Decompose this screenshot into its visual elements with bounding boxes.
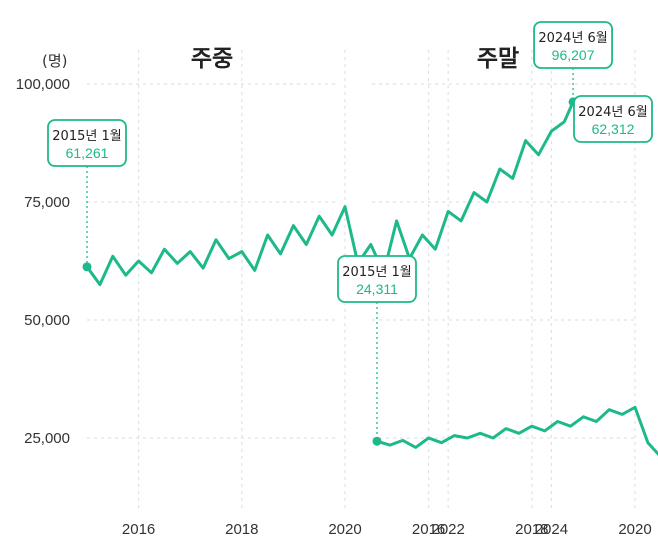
annotation-value-label: 96,207 <box>552 47 595 63</box>
y-tick-label: 50,000 <box>24 312 70 329</box>
annotation-value-label: 24,311 <box>356 281 398 297</box>
x-tick-label: 2020 <box>618 521 651 538</box>
annotation-date-label: 2015년 1월 <box>52 129 121 144</box>
annotation-box <box>533 21 613 69</box>
x-tick-label: 2018 <box>515 521 548 538</box>
weekday-series-line <box>85 100 575 287</box>
annotation-date-label: 2015년 1월 <box>342 265 411 280</box>
annotation-value-label: 62,312 <box>592 121 635 137</box>
weekday-panel-title: 주중 <box>191 46 233 72</box>
annotation-point-marker <box>82 262 92 272</box>
annotation-value-label: 61,261 <box>66 145 109 161</box>
annotation-box <box>573 95 653 143</box>
y-tick-label: 100,000 <box>16 76 70 93</box>
y-tick-label: 75,000 <box>24 194 70 211</box>
annotation-date-label: 2024년 6월 <box>578 105 647 120</box>
x-tick-label: 2020 <box>328 521 361 538</box>
annotation-box <box>337 255 417 303</box>
y-unit-label: (명) <box>42 52 68 70</box>
weekend-series-line <box>375 405 658 457</box>
annotation-box <box>47 119 127 167</box>
y-tick-label: 25,000 <box>24 430 70 447</box>
annotation-point-marker <box>372 436 382 446</box>
x-tick-label: 2016 <box>122 521 155 538</box>
x-tick-label: 2018 <box>225 521 258 538</box>
annotation-date-label: 2024년 6월 <box>538 31 607 46</box>
x-tick-label: 2024 <box>535 521 568 538</box>
weekend-panel-title: 주말 <box>477 46 519 72</box>
grid <box>87 50 638 508</box>
x-tick-label: 2016 <box>412 521 445 538</box>
x-tick-label: 2022 <box>432 521 465 538</box>
